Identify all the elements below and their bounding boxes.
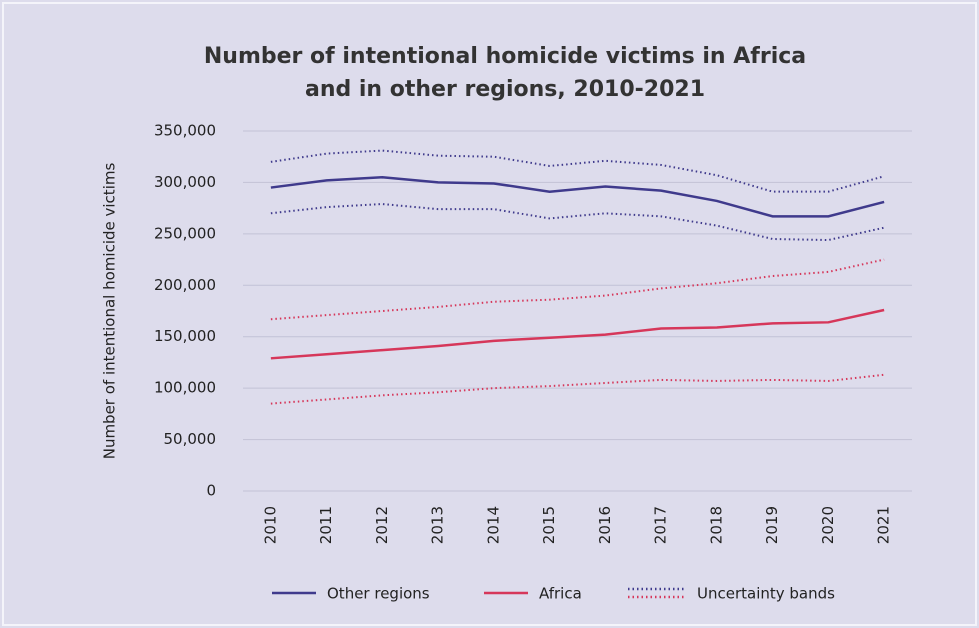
y-tick-label: 200,000 <box>154 276 216 294</box>
y-tick-label: 100,000 <box>154 379 216 397</box>
band-line <box>270 373 885 405</box>
legend-label: Other regions <box>327 585 430 603</box>
line <box>270 176 885 218</box>
x-tick-label: 2021 <box>875 506 893 544</box>
x-tick-label: 2014 <box>484 506 502 544</box>
y-axis-label: Number of intentional homicide victims <box>101 163 119 460</box>
x-tick-label: 2015 <box>540 506 558 544</box>
chart-title: and in other regions, 2010-2021 <box>305 77 705 102</box>
x-tick-label: 2012 <box>373 506 391 544</box>
x-tick-label: 2011 <box>317 506 335 544</box>
y-tick-label: 350,000 <box>154 122 216 140</box>
x-tick-label: 2010 <box>261 506 279 544</box>
x-tick-label: 2016 <box>596 506 614 544</box>
y-tick-label: 250,000 <box>154 224 216 242</box>
x-tick-label: 2020 <box>819 506 837 544</box>
x-tick-label: 2017 <box>652 506 670 544</box>
x-tick-label: 2013 <box>429 506 447 544</box>
y-tick-label: 50,000 <box>164 430 217 448</box>
legend-label: Uncertainty bands <box>697 585 835 603</box>
y-tick-label: 300,000 <box>154 173 216 191</box>
legend-label: Africa <box>539 585 582 603</box>
y-tick-label: 0 <box>206 482 216 500</box>
chart-title: Number of intentional homicide victims i… <box>204 44 806 69</box>
x-tick-label: 2018 <box>707 506 725 544</box>
line <box>270 308 885 360</box>
band-line <box>270 258 885 321</box>
y-tick-label: 150,000 <box>154 327 216 345</box>
x-tick-label: 2019 <box>763 506 781 544</box>
